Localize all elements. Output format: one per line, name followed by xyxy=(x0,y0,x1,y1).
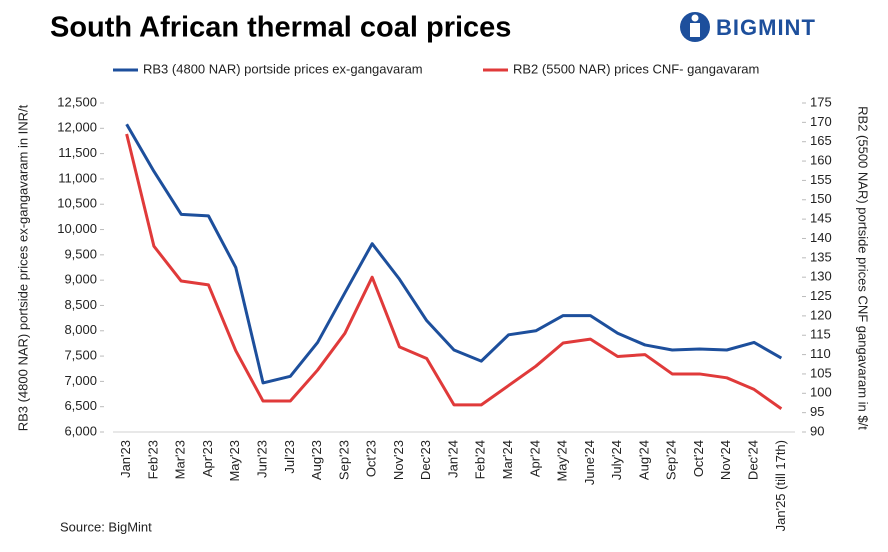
chart-title: South African thermal coal prices xyxy=(50,12,511,44)
y2-axis-title: RB2 (5500 NAR) portside prices CNF ganga… xyxy=(856,106,871,430)
y-tick-label: 8,500 xyxy=(64,297,97,312)
y2-tick-label: 125 xyxy=(810,288,832,303)
y-tick-label: 6,000 xyxy=(64,423,97,438)
y2-tick-label: 95 xyxy=(810,404,824,419)
y2-tick-label: 165 xyxy=(810,133,832,148)
y2-tick-label: 145 xyxy=(810,211,832,226)
x-tick-label: Jun'23 xyxy=(254,440,269,478)
y-tick-label: 8,000 xyxy=(64,322,97,337)
y-tick-label: 6,500 xyxy=(64,398,97,413)
x-tick-label: Dec'24 xyxy=(746,440,761,480)
x-tick-label: May'23 xyxy=(227,440,242,482)
y2-tick-label: 155 xyxy=(810,172,832,187)
x-tick-label: Oct'23 xyxy=(364,440,379,477)
legend-label: RB2 (5500 NAR) prices CNF- gangavaram xyxy=(513,61,759,76)
y2-tick-label: 160 xyxy=(810,152,832,167)
y2-tick-label: 135 xyxy=(810,249,832,264)
y-tick-label: 7,500 xyxy=(64,348,97,363)
series-line xyxy=(125,123,783,385)
y-tick-label: 7,000 xyxy=(64,373,97,388)
y2-tick-label: 90 xyxy=(810,423,824,438)
x-tick-label: Aug'24 xyxy=(636,440,651,480)
y-tick-label: 10,000 xyxy=(57,221,97,236)
y2-tick-label: 175 xyxy=(810,94,832,109)
x-tick-label: June'24 xyxy=(582,440,597,485)
x-tick-label: May'24 xyxy=(555,440,570,482)
x-tick-label: Nov'23 xyxy=(391,440,406,480)
y2-tick-label: 105 xyxy=(810,365,832,380)
x-tick-label: Feb'24 xyxy=(473,440,488,479)
y2-tick-label: 115 xyxy=(810,327,831,342)
y-tick-label: 11,000 xyxy=(58,170,97,185)
y2-tick-label: 130 xyxy=(810,269,832,284)
y-tick-label: 11,500 xyxy=(58,145,97,160)
x-tick-label: Jan'25 (till 17th) xyxy=(773,440,788,531)
y-tick-label: 10,500 xyxy=(57,196,97,211)
series-line xyxy=(125,133,783,410)
y-axis-title: RB3 (4800 NAR) portside prices ex-gangav… xyxy=(15,104,30,431)
y-tick-label: 9,500 xyxy=(64,246,97,261)
x-tick-label: July'24 xyxy=(609,440,624,480)
x-tick-label: Dec'23 xyxy=(418,440,433,480)
x-tick-label: Mar'24 xyxy=(500,440,515,479)
y2-tick-label: 100 xyxy=(810,385,832,400)
x-tick-label: Oct'24 xyxy=(691,440,706,477)
logo: BIGMINT xyxy=(680,12,816,42)
y2-tick-label: 110 xyxy=(810,346,831,361)
x-tick-label: Aug'23 xyxy=(309,440,324,480)
y-tick-label: 12,500 xyxy=(57,94,97,109)
x-tick-label: Sep'24 xyxy=(664,440,679,480)
y2-tick-label: 140 xyxy=(810,230,832,245)
x-tick-label: Jan'23 xyxy=(118,440,133,478)
x-tick-label: Mar'23 xyxy=(173,440,188,479)
source: Source: BigMint xyxy=(60,519,152,534)
x-tick-label: Jan'24 xyxy=(445,440,460,478)
y-tick-label: 9,000 xyxy=(64,272,97,287)
x-tick-label: Sep'23 xyxy=(336,440,351,480)
y2-tick-label: 150 xyxy=(810,191,832,206)
legend-label: RB3 (4800 NAR) portside prices ex-gangav… xyxy=(143,61,423,76)
x-tick-label: Apr'24 xyxy=(527,440,542,477)
x-tick-label: Jul'23 xyxy=(282,440,297,474)
y2-tick-label: 120 xyxy=(810,307,832,322)
x-tick-label: Nov'24 xyxy=(718,440,733,480)
x-tick-label: Feb'23 xyxy=(145,440,160,479)
y-tick-label: 12,000 xyxy=(57,120,97,135)
brand: BIGMINT xyxy=(716,15,816,40)
x-tick-label: Apr'23 xyxy=(200,440,215,477)
y2-tick-label: 170 xyxy=(810,114,832,129)
